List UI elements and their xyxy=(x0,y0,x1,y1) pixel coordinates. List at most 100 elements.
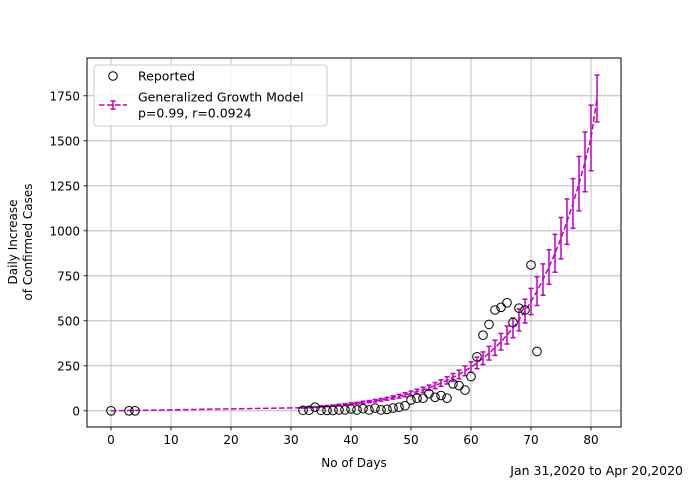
reported-point xyxy=(400,400,410,411)
reported-point xyxy=(376,405,386,415)
plot-frame xyxy=(86,57,622,428)
x-tick-label: 70 xyxy=(523,433,538,447)
model-errorbar xyxy=(558,216,564,260)
model-errorbar xyxy=(486,345,492,361)
reported-point xyxy=(460,385,470,395)
model-errorbar xyxy=(342,403,348,406)
x-tick-label: 40 xyxy=(343,433,358,447)
reported-point xyxy=(358,403,368,414)
reported-point xyxy=(466,371,476,382)
reported-point xyxy=(484,319,494,330)
reported-point xyxy=(412,393,422,404)
model-errorbar xyxy=(492,339,498,357)
legend-reported-label: Reported xyxy=(138,69,195,84)
x-tick-label: 0 xyxy=(107,433,115,447)
x-tick-label: 80 xyxy=(583,433,598,447)
y-tick-label: 500 xyxy=(57,314,80,328)
reported-point xyxy=(520,305,530,315)
model-errorbar xyxy=(528,287,534,316)
x-tick-label: 30 xyxy=(283,433,298,447)
model-errorbar xyxy=(474,356,480,370)
reported-point xyxy=(472,352,482,362)
reported-point xyxy=(478,330,488,341)
legend: Reported Generalized Growth Model p=0.99… xyxy=(93,64,328,127)
model-errorbar xyxy=(588,104,594,172)
reported-point xyxy=(526,260,536,270)
legend-model-label-line-2: p=0.99, r=0.0924 xyxy=(138,106,252,121)
reported-point xyxy=(532,346,542,357)
model-errorbar xyxy=(504,325,510,345)
reported-point xyxy=(352,405,362,415)
model-errorbar xyxy=(402,392,408,398)
reported-point xyxy=(514,303,524,314)
model-errorbar xyxy=(366,399,372,404)
grid xyxy=(87,58,621,427)
model-errorbar xyxy=(594,74,600,123)
model-errorbar xyxy=(540,263,546,296)
model-errorbar xyxy=(468,361,474,374)
model-errorbar xyxy=(378,397,384,402)
reported-point xyxy=(334,405,344,415)
legend-reported-marker xyxy=(108,71,118,81)
y-axis-label-line-2: of Confirmed Cases xyxy=(21,183,35,300)
model-errorbar xyxy=(456,369,462,380)
reported-point xyxy=(418,393,428,404)
model-errorbar xyxy=(522,298,528,324)
y-axis-label-line-1: Daily Increase xyxy=(6,200,20,285)
reported-point xyxy=(454,380,464,391)
legend-model-marker xyxy=(99,100,127,110)
x-tick-label: 60 xyxy=(463,433,478,447)
y-tick-label: 1500 xyxy=(49,134,80,148)
reported-point xyxy=(388,403,398,413)
model-errorbar xyxy=(576,155,582,212)
reported-point xyxy=(442,393,452,404)
reported-point xyxy=(496,302,506,313)
model-errorbar xyxy=(480,351,486,366)
model-errorbar xyxy=(384,396,390,401)
model-errorbar xyxy=(438,379,444,388)
reported-point xyxy=(436,390,446,401)
legend-model-label-line-1: Generalized Growth Model xyxy=(138,90,304,105)
model-errorbar xyxy=(582,131,588,193)
reported-point xyxy=(298,405,308,416)
model-errorbar xyxy=(450,372,456,383)
reported-point xyxy=(322,405,332,416)
reported-point xyxy=(502,298,512,308)
reported-point xyxy=(406,395,416,405)
y-tick-label: 250 xyxy=(57,359,80,373)
reported-point xyxy=(106,406,116,416)
reported-point xyxy=(316,405,326,416)
reported-series xyxy=(106,260,542,416)
x-axis-label: No of Days xyxy=(321,456,386,470)
model-errorbar xyxy=(534,275,540,307)
reported-point xyxy=(124,406,134,416)
model-errorbar xyxy=(360,400,366,405)
model-errorbar xyxy=(300,406,306,409)
model-errorbar xyxy=(462,365,468,377)
y-tick-label: 0 xyxy=(72,404,80,418)
reported-point xyxy=(382,404,392,415)
y-tick-label: 750 xyxy=(57,269,80,283)
reported-point xyxy=(304,405,314,416)
date-range-caption: Jan 31,2020 to Apr 20,2020 xyxy=(509,463,683,478)
model-errorbar xyxy=(312,405,318,409)
reported-point xyxy=(370,403,380,413)
y-tick-label: 1250 xyxy=(49,179,80,193)
x-tick-label: 50 xyxy=(403,433,418,447)
reported-point xyxy=(340,405,350,415)
model-line xyxy=(110,98,598,412)
model-errorbar xyxy=(564,198,570,246)
reported-point xyxy=(364,405,374,415)
reported-point xyxy=(508,317,518,328)
model-errorbar xyxy=(498,332,504,351)
model-errorbar xyxy=(372,398,378,403)
reported-point xyxy=(346,404,356,414)
y-tick-label: 1000 xyxy=(49,224,80,238)
model-errorbar xyxy=(552,233,558,273)
y-axis-ticks: 0 250 500 750 1000 1250 1500 1750 xyxy=(49,89,87,418)
model-errorbar xyxy=(432,381,438,390)
reported-point xyxy=(430,392,440,403)
model-errorbar xyxy=(546,248,552,286)
model-errorbar xyxy=(390,395,396,400)
